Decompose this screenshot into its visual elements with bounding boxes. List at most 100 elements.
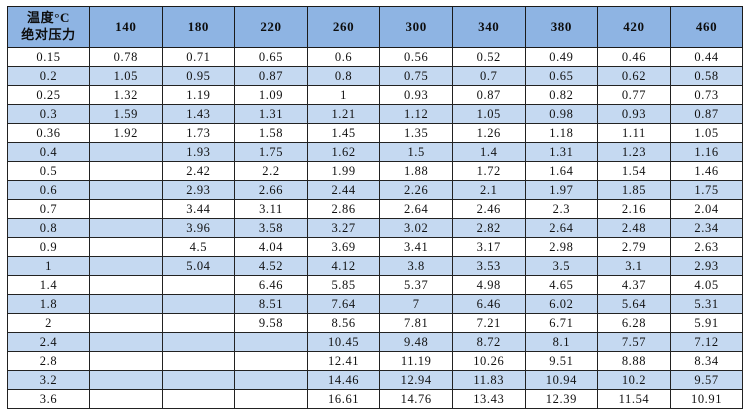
data-cell: 0.98 <box>524 104 599 124</box>
data-cell: 1.45 <box>306 123 381 143</box>
data-cell: 1 <box>306 85 381 105</box>
data-cell: 1.62 <box>306 142 381 162</box>
data-cell <box>89 199 163 219</box>
data-cell: 9.57 <box>669 370 744 390</box>
pressure-temperature-table: 温度°C 绝对压力 140 180 220 260 300 340 380 42… <box>7 6 744 409</box>
row-header-cell: 0.4 <box>7 142 90 162</box>
column-header-220: 220 <box>234 6 308 48</box>
data-cell <box>89 237 163 257</box>
table-row: 2.8 12.41 11.19 10.26 9.51 8.88 8.34 <box>7 351 744 371</box>
data-cell: 0.73 <box>669 85 744 105</box>
row-header-cell: 2 <box>7 313 90 333</box>
data-cell: 0.6 <box>306 47 381 67</box>
column-header-380: 380 <box>524 6 599 48</box>
corner-header-line-temperature: 温度°C <box>27 10 70 26</box>
data-cell: 7 <box>379 294 453 314</box>
data-cell: 0.95 <box>161 66 236 86</box>
data-cell: 3.02 <box>379 218 453 238</box>
data-cell <box>161 313 236 333</box>
data-cell: 1.75 <box>234 142 308 162</box>
data-cell: 1.05 <box>451 104 526 124</box>
header-row: 温度°C 绝对压力 140 180 220 260 300 340 380 42… <box>7 6 744 48</box>
data-cell: 2.66 <box>234 180 308 200</box>
data-cell: 2.64 <box>379 199 453 219</box>
data-cell: 0.93 <box>379 85 453 105</box>
table-row: 3.2 14.46 12.94 11.83 10.94 10.2 9.57 <box>7 370 744 390</box>
table-row: 1 5.04 4.52 4.12 3.8 3.53 3.5 3.1 2.93 <box>7 256 744 276</box>
data-cell: 1.11 <box>597 123 671 143</box>
row-header-cell: 0.15 <box>7 47 90 67</box>
data-cell <box>234 389 308 409</box>
data-cell: 4.98 <box>451 275 526 295</box>
data-cell <box>234 351 308 371</box>
data-cell: 6.28 <box>597 313 671 333</box>
data-cell: 0.58 <box>669 66 744 86</box>
data-cell: 2.82 <box>451 218 526 238</box>
data-cell: 2.48 <box>597 218 671 238</box>
data-cell <box>89 351 163 371</box>
data-cell: 3.17 <box>451 237 526 257</box>
data-cell: 2.79 <box>597 237 671 257</box>
table-row: 0.2 1.05 0.95 0.87 0.8 0.75 0.7 0.65 0.62 0.58 <box>7 66 744 86</box>
data-cell: 1.59 <box>89 104 163 124</box>
column-header-300: 300 <box>379 6 453 48</box>
row-header-cell: 0.25 <box>7 85 90 105</box>
row-header-cell: 0.5 <box>7 161 90 181</box>
data-cell <box>89 389 163 409</box>
corner-header-cell: 温度°C 绝对压力 <box>7 6 90 48</box>
data-cell: 14.46 <box>306 370 381 390</box>
data-cell: 3.41 <box>379 237 453 257</box>
data-cell: 10.91 <box>669 389 744 409</box>
data-cell: 6.71 <box>524 313 599 333</box>
data-cell: 1.19 <box>161 85 236 105</box>
table-row: 0.4 1.93 1.75 1.62 1.5 1.4 1.31 1.23 1.16 <box>7 142 744 162</box>
table-header: 温度°C 绝对压力 140 180 220 260 300 340 380 42… <box>7 6 744 48</box>
column-header-140: 140 <box>89 6 163 48</box>
data-cell: 0.56 <box>379 47 453 67</box>
data-cell: 7.12 <box>669 332 744 352</box>
row-header-cell: 0.36 <box>7 123 90 143</box>
data-cell: 2.42 <box>161 161 236 181</box>
data-cell: 0.82 <box>524 85 599 105</box>
table-row: 0.3 1.59 1.43 1.31 1.21 1.12 1.05 0.98 0.93 0.87 <box>7 104 744 124</box>
table-row: 0.7 3.44 3.11 2.86 2.64 2.46 2.3 2.16 2.04 <box>7 199 744 219</box>
data-cell <box>161 389 236 409</box>
data-cell: 3.8 <box>379 256 453 276</box>
data-cell: 8.72 <box>451 332 526 352</box>
data-cell: 2.46 <box>451 199 526 219</box>
column-header-460: 460 <box>669 6 744 48</box>
data-cell: 1.16 <box>669 142 744 162</box>
data-cell <box>89 370 163 390</box>
data-cell: 1.31 <box>234 104 308 124</box>
data-cell <box>89 218 163 238</box>
data-cell: 2.86 <box>306 199 381 219</box>
data-cell: 3.5 <box>524 256 599 276</box>
data-cell: 8.56 <box>306 313 381 333</box>
data-cell: 8.51 <box>234 294 308 314</box>
row-header-cell: 0.8 <box>7 218 90 238</box>
data-cell: 5.85 <box>306 275 381 295</box>
column-header-180: 180 <box>161 6 236 48</box>
row-header-cell: 0.3 <box>7 104 90 124</box>
data-cell: 1.72 <box>451 161 526 181</box>
data-cell <box>234 370 308 390</box>
data-cell: 10.45 <box>306 332 381 352</box>
data-cell: 1.92 <box>89 123 163 143</box>
data-cell <box>161 294 236 314</box>
data-cell: 2.44 <box>306 180 381 200</box>
data-cell <box>89 332 163 352</box>
data-cell: 4.04 <box>234 237 308 257</box>
corner-header-line-pressure: 绝对压力 <box>21 27 76 42</box>
data-cell: 0.46 <box>597 47 671 67</box>
data-cell <box>89 313 163 333</box>
data-cell: 12.39 <box>524 389 599 409</box>
data-cell: 4.12 <box>306 256 381 276</box>
data-cell: 6.02 <box>524 294 599 314</box>
data-cell: 1.5 <box>379 142 453 162</box>
data-cell: 3.96 <box>161 218 236 238</box>
table-row: 3.6 16.61 14.76 13.43 12.39 11.54 10.91 <box>7 389 744 409</box>
data-cell: 4.37 <box>597 275 671 295</box>
data-cell: 1.18 <box>524 123 599 143</box>
data-cell: 0.62 <box>597 66 671 86</box>
data-cell <box>234 332 308 352</box>
